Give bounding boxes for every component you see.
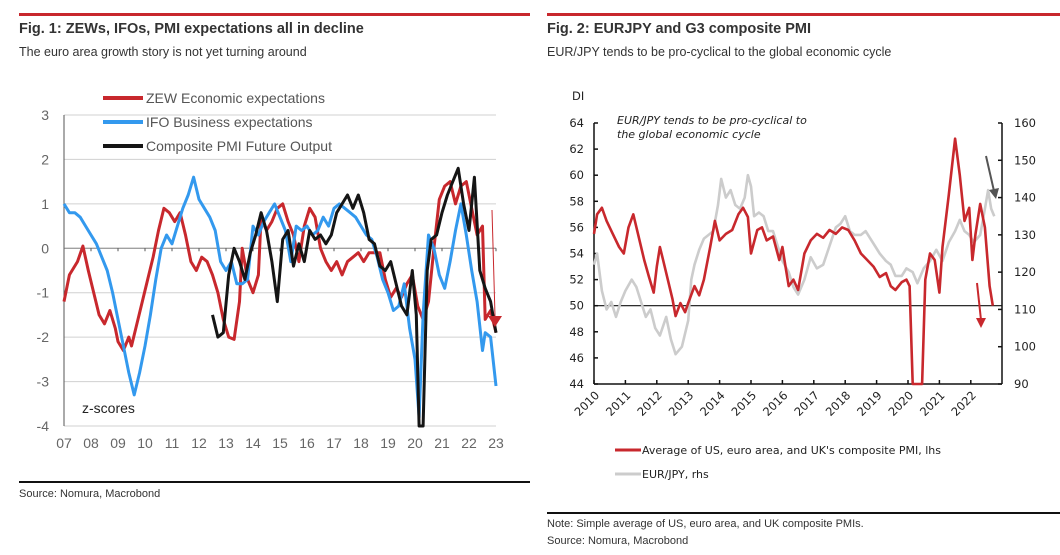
fig1-title: Fig. 1: ZEWs, IFOs, PMI expectations all… (19, 21, 364, 37)
fig2-ytick-left-label: 60 (569, 168, 584, 182)
fig1-source: Source: Nomura, Macrobond (19, 488, 161, 500)
fig1-xtick-label: 19 (380, 435, 396, 451)
fig1-xtick-label: 08 (83, 435, 99, 451)
fig2-xtick-label: 2018 (823, 388, 854, 419)
fig1-legend-label: IFO Business expectations (146, 114, 313, 130)
fig1-ytick-label: 3 (41, 107, 49, 123)
fig1-xtick-label: 22 (461, 435, 477, 451)
fig2-ytick-right-label: 150 (1014, 153, 1036, 167)
fig2-legend-label: EUR/JPY, rhs (642, 468, 709, 481)
fig1-annotation-zscores: z-scores (82, 400, 135, 416)
fig1-down-arrow-head (488, 316, 502, 327)
fig2-top-rule (547, 13, 1060, 16)
fig1-xtick-label: 10 (137, 435, 153, 451)
fig1-legend-label: ZEW Economic expectations (146, 90, 325, 106)
fig1-ytick-label: -4 (37, 418, 50, 434)
fig1-ytick-label: -1 (37, 285, 50, 301)
fig2-xtick-label: 2012 (634, 388, 665, 419)
fig2-annotation-line2: the global economic cycle (617, 128, 761, 141)
fig2-ytick-left-label: 48 (569, 325, 584, 339)
fig2-xtick-label: 2011 (603, 388, 634, 419)
fig1-xtick-label: 20 (407, 435, 423, 451)
fig1-legend-label: Composite PMI Future Output (146, 138, 332, 154)
fig2-grey-arrow-head (989, 188, 999, 199)
fig2-ytick-right-label: 130 (1014, 228, 1036, 242)
fig2-ytick-right-label: 160 (1014, 116, 1036, 130)
fig1-ytick-label: 1 (41, 196, 49, 212)
fig1-xtick-label: 15 (272, 435, 288, 451)
fig1-ytick-label: -2 (37, 329, 50, 345)
fig1-xtick-label: 16 (299, 435, 315, 451)
fig2-chart: DI 64 62 60 58 56 54 52 50 48 46 44 160 150 140 130 120 1… (569, 89, 1036, 481)
fig1-down-arrow-shaft (491, 209, 496, 317)
fig1-series-pmi-future-output-line (211, 166, 498, 428)
fig2-bottom-rule (547, 512, 1060, 514)
fig2-ytick-right-label: 120 (1014, 265, 1036, 279)
fig1-xtick-label: 13 (218, 435, 234, 451)
fig2-red-arrow-head (976, 318, 986, 328)
fig1-xtick-label: 12 (191, 435, 207, 451)
fig2-ytick-left-label: 50 (569, 299, 584, 313)
fig1-xtick-label: 17 (326, 435, 342, 451)
fig2-ytick-left-label: 56 (569, 220, 584, 234)
fig2-note: Note: Simple average of US, euro area, a… (547, 518, 864, 530)
fig2-xtick-label: 2017 (791, 388, 822, 419)
fig2-subtitle: EUR/JPY tends to be pro-cyclical to the … (547, 45, 892, 59)
fig2-red-arrow-shaft (976, 282, 982, 321)
fig1-xtick-label: 14 (245, 435, 261, 451)
fig2-ytick-left-label: 62 (569, 142, 584, 156)
fig1-ytick-label: -3 (37, 374, 50, 390)
fig1-xtick-label: 18 (353, 435, 369, 451)
fig2-xtick-label: 2020 (886, 388, 917, 419)
fig2-ytick-left-label: 44 (569, 377, 584, 391)
fig1-bottom-rule (19, 481, 530, 483)
fig1-xtick-label: 07 (56, 435, 72, 451)
fig1-xtick-label: 11 (165, 435, 180, 451)
fig2-title: Fig. 2: EURJPY and G3 composite PMI (547, 21, 812, 37)
fig2-xtick-label: 2010 (572, 388, 603, 419)
fig1-ytick-label: 2 (41, 151, 49, 167)
fig2-xtick-label: 2015 (729, 388, 760, 419)
fig2-grey-arrow-shaft (985, 155, 995, 192)
fig2-series-pmi-average-line (592, 137, 995, 386)
fig2-ylabel-left: DI (572, 89, 584, 103)
fig1-subtitle: The euro area growth story is not yet tu… (19, 45, 307, 59)
fig2-source: Source: Nomura, Macrobond (547, 535, 689, 547)
fig2-annotation-line1: EUR/JPY tends to be pro-cyclical to (617, 114, 807, 127)
fig2-legend-label: Average of US, euro area, and UK's compo… (642, 444, 941, 457)
fig2-ytick-left-label: 46 (569, 351, 584, 365)
fig1-xtick-label: 23 (488, 435, 504, 451)
fig2-ytick-right-label: 140 (1014, 191, 1036, 205)
fig2-xtick-label: 2014 (697, 388, 728, 419)
fig2-xtick-label: 2022 (948, 388, 979, 419)
fig2-ytick-right-label: 90 (1014, 377, 1029, 391)
fig2-xtick-label: 2016 (760, 388, 791, 419)
fig2-xtick-label: 2021 (917, 388, 948, 419)
fig1-xtick-label: 21 (434, 435, 450, 451)
fig1-xtick-label: 09 (110, 435, 126, 451)
fig2-ytick-left-label: 58 (569, 194, 584, 208)
fig2-xtick-label: 2019 (854, 388, 885, 419)
fig1-top-rule (19, 13, 530, 16)
fig1-ytick-label: 0 (41, 240, 49, 256)
fig2-ytick-right-label: 100 (1014, 340, 1036, 354)
fig2-xtick-label: 2013 (666, 388, 697, 419)
fig2-ytick-left-label: 54 (569, 247, 584, 261)
fig2-ytick-left-label: 64 (569, 116, 584, 130)
fig2-ytick-left-label: 52 (569, 273, 584, 287)
fig2-ytick-right-label: 110 (1014, 302, 1036, 316)
